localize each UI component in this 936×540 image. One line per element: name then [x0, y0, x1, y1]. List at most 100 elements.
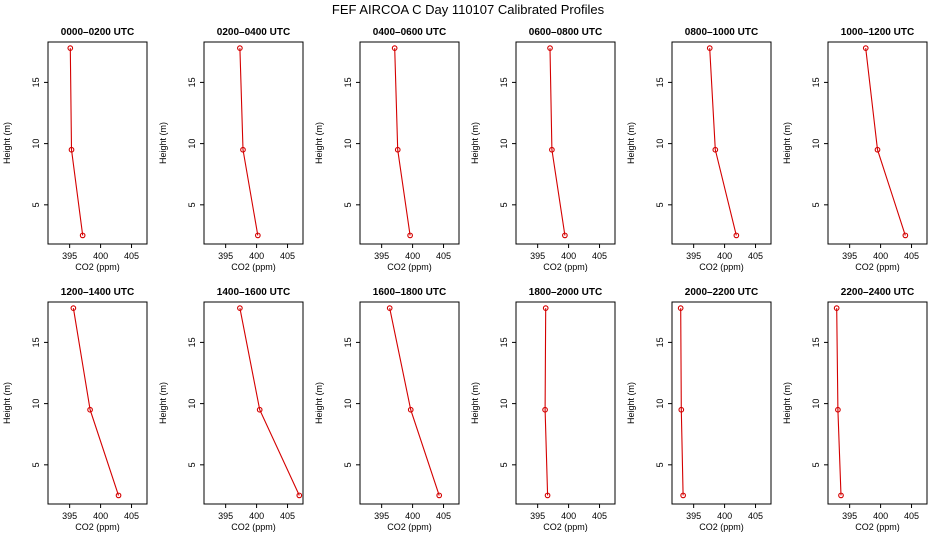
y-tick-label: 5	[499, 462, 509, 467]
data-point	[237, 45, 243, 51]
y-axis-label: Height (m)	[314, 382, 324, 424]
x-tick-label: 395	[374, 251, 389, 261]
x-tick-label: 405	[436, 251, 451, 261]
data-point	[680, 492, 686, 499]
panel-title: 1400–1600 UTC	[217, 287, 290, 298]
x-axis-label: CO2 (ppm)	[543, 262, 588, 272]
data-point	[407, 232, 413, 239]
y-tick-label: 15	[31, 77, 41, 87]
profile-line	[549, 48, 566, 236]
profile-line	[709, 48, 737, 236]
x-tick-label: 405	[280, 511, 295, 521]
x-axis-label: CO2 (ppm)	[75, 262, 120, 272]
panel-title: 1800–2000 UTC	[529, 287, 602, 298]
x-axis-label: CO2 (ppm)	[543, 522, 588, 532]
profile-line	[394, 48, 411, 236]
y-tick-label: 5	[811, 202, 821, 207]
data-point	[562, 232, 568, 239]
plot-frame	[515, 41, 616, 245]
panel-title: 0600–0800 UTC	[529, 27, 602, 38]
x-tick-label: 395	[842, 511, 857, 521]
y-axis-label: Height (m)	[470, 122, 480, 164]
x-tick-label: 400	[249, 511, 264, 521]
x-tick-label: 405	[904, 251, 919, 261]
x-axis-label: CO2 (ppm)	[75, 522, 120, 532]
x-axis-label: CO2 (ppm)	[231, 262, 276, 272]
data-point	[542, 305, 549, 311]
x-tick-label: 395	[530, 511, 545, 521]
profile-panel-3: 0400–0600 UTC 395 400 405 5 10 15 CO2 (ppm) Heig…	[314, 27, 460, 272]
data-point	[838, 492, 844, 499]
plot-frame	[671, 41, 772, 245]
profile-line	[865, 48, 906, 236]
x-tick-label: 405	[592, 251, 607, 261]
x-tick-label: 395	[62, 511, 77, 521]
data-point	[733, 232, 740, 239]
x-tick-label: 405	[748, 251, 763, 261]
panel-title: 1000–1200 UTC	[841, 27, 914, 38]
y-tick-label: 5	[31, 202, 41, 207]
plot-frame	[203, 41, 304, 245]
panel-title: 0000–0200 UTC	[61, 27, 134, 38]
x-axis-label: CO2 (ppm)	[699, 522, 744, 532]
data-point	[407, 406, 414, 413]
profile-line	[389, 307, 440, 496]
panel-title: 1600–1800 UTC	[373, 287, 446, 298]
data-point	[394, 146, 401, 153]
profile-panel-9: 1600–1800 UTC 395 400 405 5 10 15 CO2 (ppm) Heig…	[314, 287, 460, 532]
y-tick-label: 10	[187, 399, 197, 409]
x-tick-label: 395	[842, 251, 857, 261]
profile-panel-2: 0200–0400 UTC 395 400 405 5 10 15 CO2 (ppm) Heig…	[158, 27, 304, 272]
x-tick-label: 395	[686, 511, 701, 521]
y-axis-label: Height (m)	[158, 382, 168, 424]
y-tick-label: 5	[811, 462, 821, 467]
x-tick-label: 395	[62, 251, 77, 261]
y-tick-label: 10	[343, 139, 353, 149]
y-tick-label: 10	[499, 399, 509, 409]
data-point	[386, 305, 393, 311]
y-tick-label: 10	[811, 399, 821, 409]
data-point	[237, 305, 243, 311]
x-tick-label: 405	[436, 511, 451, 521]
y-tick-label: 5	[187, 462, 197, 467]
y-tick-label: 15	[655, 77, 665, 87]
x-tick-label: 395	[218, 251, 233, 261]
y-tick-label: 10	[187, 139, 197, 149]
y-tick-label: 10	[499, 139, 509, 149]
y-tick-label: 10	[31, 139, 41, 149]
y-axis-label: Height (m)	[470, 382, 480, 424]
data-point	[79, 232, 86, 239]
data-point	[436, 492, 443, 499]
plot-frame	[515, 301, 616, 505]
y-axis-label: Height (m)	[782, 382, 792, 424]
y-tick-label: 15	[499, 77, 509, 87]
y-tick-label: 15	[343, 77, 353, 87]
x-tick-label: 400	[873, 511, 888, 521]
x-tick-label: 400	[717, 251, 732, 261]
y-tick-label: 15	[31, 337, 41, 347]
y-axis-label: Height (m)	[314, 122, 324, 164]
x-tick-label: 400	[405, 511, 420, 521]
y-tick-label: 15	[343, 337, 353, 347]
x-tick-label: 400	[561, 251, 576, 261]
y-tick-label: 5	[343, 462, 353, 467]
x-tick-label: 400	[249, 251, 264, 261]
x-tick-label: 405	[124, 251, 139, 261]
y-axis-label: Height (m)	[2, 382, 12, 424]
data-point	[240, 146, 246, 153]
x-tick-label: 395	[218, 511, 233, 521]
panel-title: 2200–2400 UTC	[841, 287, 914, 298]
plot-frame	[359, 41, 460, 245]
x-tick-label: 400	[93, 251, 108, 261]
x-tick-label: 405	[124, 511, 139, 521]
y-tick-label: 10	[343, 399, 353, 409]
profile-line	[72, 308, 120, 496]
data-point	[677, 305, 684, 311]
x-axis-label: CO2 (ppm)	[855, 522, 900, 532]
data-point	[254, 232, 261, 239]
data-point	[706, 45, 713, 51]
y-axis-label: Height (m)	[626, 382, 636, 424]
profile-panel-8: 1400–1600 UTC 395 400 405 5 10 15 CO2 (ppm) Heig…	[158, 287, 304, 532]
panel-title: 0400–0600 UTC	[373, 27, 446, 38]
y-tick-label: 15	[187, 77, 197, 87]
